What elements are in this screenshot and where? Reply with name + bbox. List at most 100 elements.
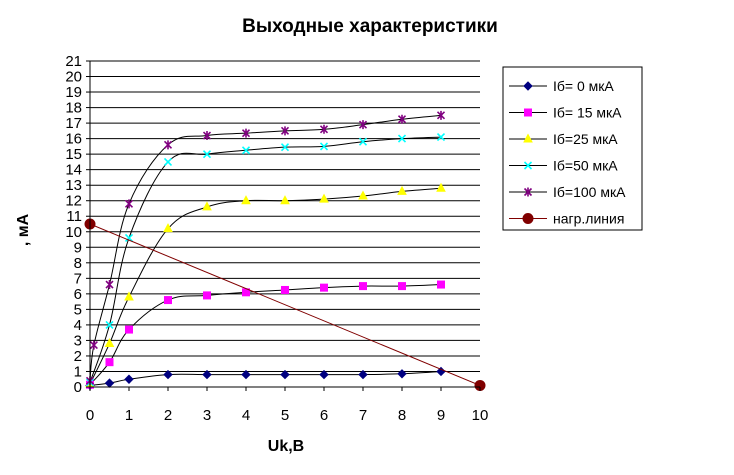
series-line-4 <box>89 114 442 381</box>
legend-label: Iб=100 мкА <box>553 184 626 200</box>
data-point <box>359 282 367 291</box>
data-point <box>319 142 329 151</box>
y-tick-label: 6 <box>74 286 82 303</box>
data-point <box>104 337 115 348</box>
data-point <box>397 369 407 379</box>
data-point <box>241 369 251 380</box>
legend-marker <box>523 81 533 91</box>
y-tick-label: 21 <box>65 53 82 70</box>
data-point <box>203 291 211 300</box>
y-tick-label: 20 <box>65 69 82 86</box>
x-tick-label: 8 <box>398 407 406 424</box>
x-tick-label: 1 <box>125 407 133 424</box>
chart-title: Выходные характеристики <box>242 16 498 37</box>
x-axis-label: Uk,B <box>268 438 304 455</box>
legend-box <box>502 66 643 231</box>
data-point <box>358 369 368 380</box>
x-tick-label: 7 <box>359 407 367 424</box>
y-tick-label: 9 <box>74 239 82 256</box>
y-tick-label: 3 <box>74 332 82 349</box>
grid <box>90 60 480 372</box>
x-tick-label: 3 <box>203 407 211 424</box>
data-point <box>281 285 289 294</box>
y-tick-label: 13 <box>65 177 82 194</box>
data-point <box>202 150 212 159</box>
legend-marker <box>523 133 533 143</box>
legend-label: Iб=25 мкА <box>553 131 618 147</box>
data-point <box>319 193 329 203</box>
x-tick-label: 10 <box>472 407 489 424</box>
y-tick-label: 10 <box>65 224 82 241</box>
data-point <box>280 126 290 136</box>
data-point <box>319 124 329 134</box>
data-point <box>436 182 446 192</box>
legend-marker <box>523 187 533 197</box>
series-line-3 <box>89 136 442 383</box>
data-point <box>164 296 172 305</box>
data-point <box>319 369 329 380</box>
legend-marker <box>523 161 533 170</box>
data-point <box>163 157 173 166</box>
data-point <box>124 291 134 301</box>
data-point <box>280 195 290 205</box>
data-point <box>163 140 173 150</box>
series-line-0 <box>89 370 442 386</box>
data-point <box>241 128 251 138</box>
data-point <box>89 340 98 350</box>
data-point <box>104 378 115 388</box>
x-tick-label: 4 <box>242 407 250 424</box>
data-point <box>124 374 134 384</box>
y-tick-label: 17 <box>65 115 82 132</box>
y-tick-label: 2 <box>74 348 82 365</box>
y-tick-label: 15 <box>65 146 82 163</box>
y-tick-label: 11 <box>66 208 82 225</box>
series-line-5 <box>89 223 481 386</box>
y-tick-label: 16 <box>65 131 82 148</box>
data-point <box>241 195 251 205</box>
data-point <box>397 185 407 195</box>
y-tick-label: 18 <box>65 100 82 117</box>
legend-marker <box>522 213 534 224</box>
data-point <box>320 283 328 292</box>
y-axis-label: , мА <box>15 213 32 246</box>
data-point <box>280 143 290 152</box>
data-point <box>358 137 368 146</box>
y-tick-label: 7 <box>74 270 82 287</box>
data-point <box>280 369 290 380</box>
data-point <box>163 223 173 233</box>
y-tick-label: 1 <box>74 363 82 380</box>
x-tick-label: 9 <box>437 407 445 424</box>
series-line-1 <box>89 284 442 385</box>
y-tick-label: 19 <box>65 84 82 101</box>
data-point <box>202 201 212 211</box>
data-point <box>202 369 212 380</box>
data-point <box>437 280 445 289</box>
data-point <box>436 133 446 142</box>
data-point <box>398 282 406 291</box>
data-point <box>105 280 114 290</box>
data-point <box>105 320 114 329</box>
legend-marker <box>524 108 532 117</box>
y-tick-label: 12 <box>65 193 82 210</box>
axes <box>86 60 481 391</box>
curves <box>84 110 486 391</box>
x-tick-label: 0 <box>86 407 94 424</box>
legend-label: Iб= 15 мкА <box>553 105 622 121</box>
data-point <box>105 358 114 367</box>
data-point <box>163 369 173 380</box>
data-point <box>124 233 134 243</box>
legend: Iб= 0 мкА Iб= 15 мкА Iб=25 мкА Iб=50 мкА Iб=… <box>502 66 643 231</box>
y-tick-label: 8 <box>74 255 82 272</box>
y-tick-label: 0 <box>74 379 82 396</box>
y-tick-label: 14 <box>65 162 82 179</box>
x-tick-label: 5 <box>281 407 289 424</box>
y-tick-label: 5 <box>74 301 82 318</box>
data-point <box>397 134 407 143</box>
data-point <box>358 120 368 130</box>
data-point <box>358 190 368 200</box>
data-point <box>125 325 133 334</box>
y-tick-label: 4 <box>74 317 82 334</box>
x-tick-label: 2 <box>164 407 172 424</box>
